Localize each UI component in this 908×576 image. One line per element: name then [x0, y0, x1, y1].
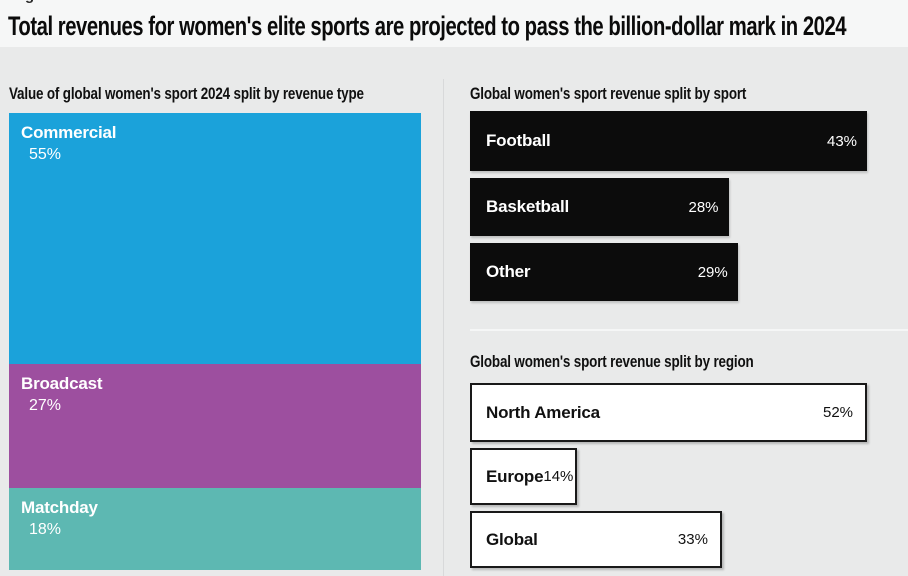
- segment-label-matchday: Matchday 18%: [9, 488, 421, 539]
- cropped-kicker-remnant: g: [25, 0, 39, 5]
- bar-other: Other 29%: [470, 243, 738, 301]
- bar-value: 29%: [697, 263, 728, 281]
- bar-label: Football: [486, 131, 551, 150]
- cropped-kicker-glyph: g: [25, 0, 34, 4]
- segment-matchday: Matchday 18%: [9, 487, 421, 570]
- sport-chart-title: Global women's sport revenue split by sp…: [470, 84, 747, 103]
- bar-label: Europe: [486, 466, 544, 486]
- bar-label: Other: [486, 262, 531, 281]
- header: g Total revenues for women's elite sport…: [0, 0, 908, 47]
- bar-label: Basketball: [486, 197, 570, 216]
- bar-label: North America: [486, 402, 600, 422]
- segment-broadcast: Broadcast 27%: [9, 364, 421, 488]
- segment-name: Matchday: [21, 497, 98, 517]
- bar-value: 43%: [826, 132, 858, 150]
- segment-value: 55%: [29, 146, 62, 163]
- revenue-type-stacked-bar: Commercial 55% Broadcast 27% Matchday 18…: [9, 113, 421, 570]
- region-chart-title: Global women's sport revenue split by re…: [470, 352, 754, 371]
- segment-value: 18%: [29, 520, 62, 538]
- page-title: Total revenues for women's elite sports …: [8, 11, 847, 41]
- bar-value: 14%: [543, 468, 574, 485]
- revenue-type-chart-title: Value of global women's sport 2024 split…: [9, 84, 364, 103]
- segment-value: 27%: [29, 397, 62, 415]
- segment-name: Commercial: [21, 123, 117, 142]
- segment-name: Broadcast: [21, 374, 103, 394]
- horizontal-divider: [470, 329, 908, 331]
- bar-value: 28%: [688, 198, 719, 216]
- bar-football: Football 43%: [470, 111, 868, 171]
- bar-global: Global 33%: [470, 511, 722, 568]
- bar-value: 52%: [822, 404, 854, 421]
- segment-label-broadcast: Broadcast 27%: [9, 364, 421, 415]
- bar-label: Global: [486, 529, 538, 549]
- bar-europe: Europe 14%: [470, 448, 577, 505]
- bar-value: 33%: [677, 531, 708, 548]
- bar-north-america: North America 52%: [470, 383, 868, 442]
- segment-label-commercial: Commercial 55%: [9, 113, 421, 164]
- vertical-divider: [443, 79, 444, 576]
- segment-commercial: Commercial 55%: [9, 113, 421, 365]
- bar-basketball: Basketball 28%: [470, 178, 729, 236]
